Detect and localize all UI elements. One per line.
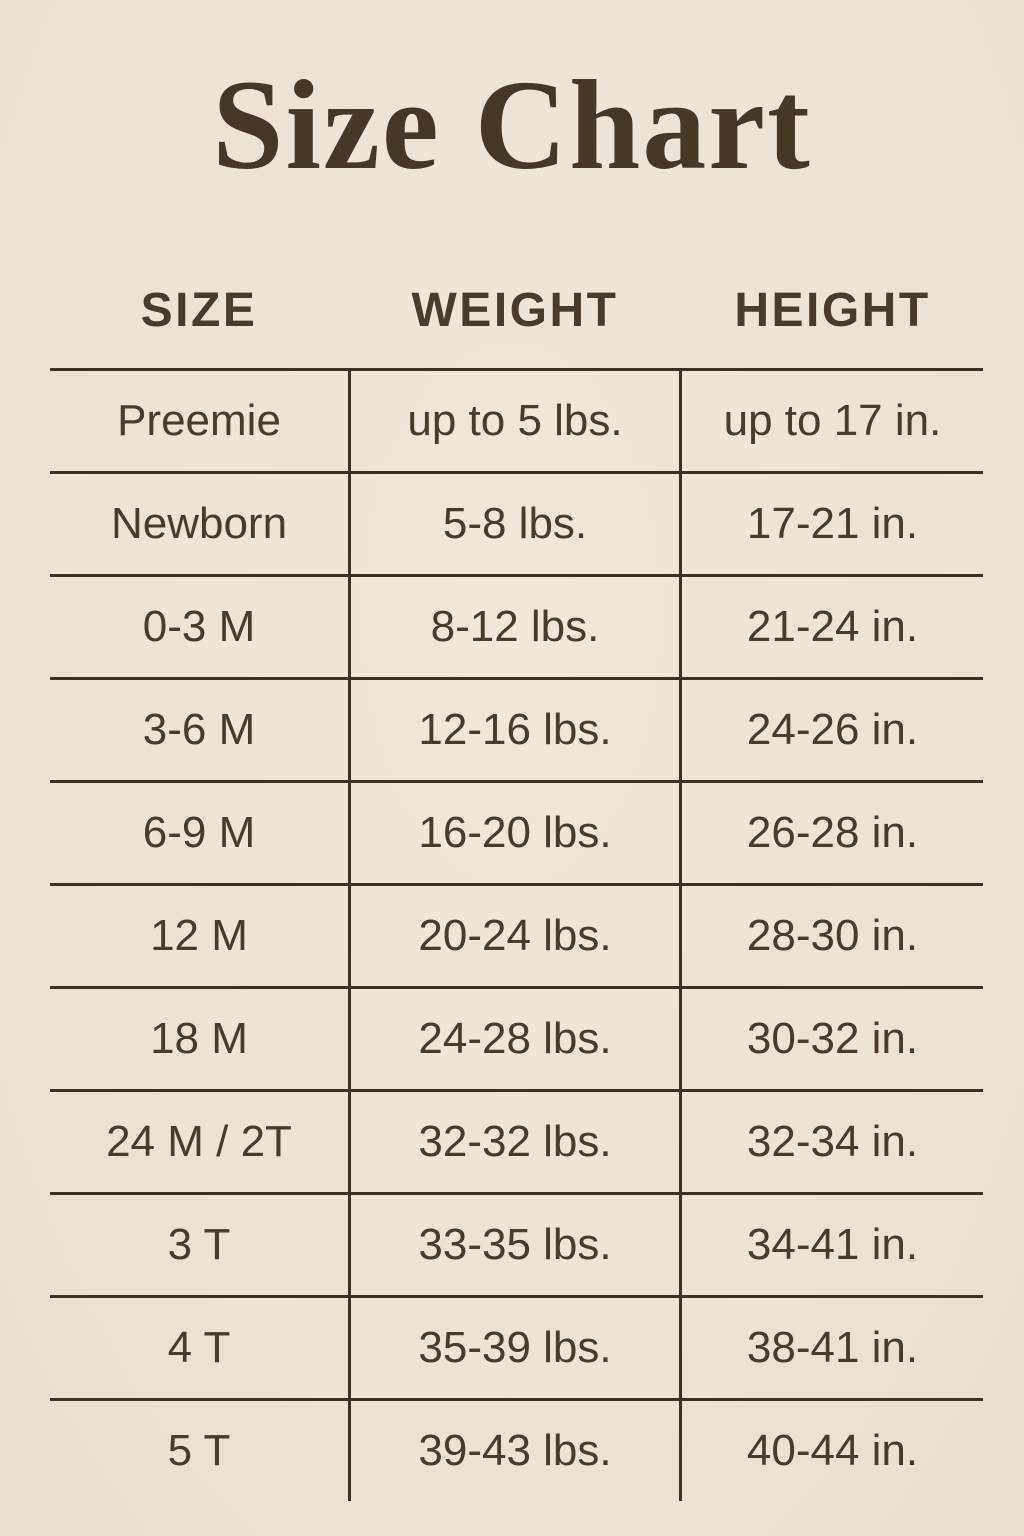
size-cell: 12 M xyxy=(150,911,248,960)
size-cell: 4 T xyxy=(167,1323,231,1372)
table-row: 4 T 35-39 lbs. 38-41 in. xyxy=(50,1295,983,1398)
height-cell: 21-24 in. xyxy=(746,602,919,651)
table-row: 12 M 20-24 lbs. 28-30 in. xyxy=(50,883,983,986)
weight-cell: 24-28 lbs. xyxy=(348,989,682,1089)
size-cell: Preemie xyxy=(117,396,281,445)
table-body: Preemie up to 5 lbs. up to 17 in. Newborn 5-… xyxy=(50,368,983,1501)
size-cell: Newborn xyxy=(110,499,288,548)
weight-cell: 8-12 lbs. xyxy=(348,577,682,677)
size-cell: 5 T xyxy=(167,1426,231,1475)
size-cell: 24 M / 2T xyxy=(106,1117,292,1166)
weight-cell: up to 5 lbs. xyxy=(348,371,682,471)
weight-cell: 16-20 lbs. xyxy=(348,783,682,883)
weight-cell: 5-8 lbs. xyxy=(348,474,682,574)
weight-cell: 32-32 lbs. xyxy=(348,1092,682,1192)
size-cell: 6-9 M xyxy=(142,808,256,857)
height-cell: 30-32 in. xyxy=(746,1014,919,1063)
height-cell: 38-41 in. xyxy=(746,1323,919,1372)
table-row: Newborn 5-8 lbs. 17-21 in. xyxy=(50,471,983,574)
height-cell: 40-44 in. xyxy=(746,1426,919,1475)
height-cell: 26-28 in. xyxy=(746,808,919,857)
weight-cell: 33-35 lbs. xyxy=(348,1195,682,1295)
table-row: 24 M / 2T 32-32 lbs. 32-34 in. xyxy=(50,1089,983,1192)
table-row: 3-6 M 12-16 lbs. 24-26 in. xyxy=(50,677,983,780)
height-cell: 24-26 in. xyxy=(746,705,919,754)
height-cell: 28-30 in. xyxy=(746,911,919,960)
height-cell: 34-41 in. xyxy=(746,1220,919,1269)
weight-cell: 35-39 lbs. xyxy=(348,1298,682,1398)
height-cell: 17-21 in. xyxy=(746,499,919,548)
weight-cell: 39-43 lbs. xyxy=(348,1401,682,1501)
table-row: 6-9 M 16-20 lbs. 26-28 in. xyxy=(50,780,983,883)
size-cell: 3 T xyxy=(167,1220,231,1269)
table-header-row: SIZE WEIGHT HEIGHT xyxy=(50,252,983,368)
header-size: SIZE xyxy=(140,283,258,337)
table-row: 5 T 39-43 lbs. 40-44 in. xyxy=(50,1398,983,1501)
table-row: 18 M 24-28 lbs. 30-32 in. xyxy=(50,986,983,1089)
height-cell: up to 17 in. xyxy=(723,396,942,445)
header-height: HEIGHT xyxy=(734,283,931,337)
weight-cell: 20-24 lbs. xyxy=(348,886,682,986)
size-cell: 0-3 M xyxy=(142,602,256,651)
table-row: Preemie up to 5 lbs. up to 17 in. xyxy=(50,371,983,471)
weight-cell: 12-16 lbs. xyxy=(348,680,682,780)
height-cell: 32-34 in. xyxy=(746,1117,919,1166)
table-row: 0-3 M 8-12 lbs. 21-24 in. xyxy=(50,574,983,677)
table-row: 3 T 33-35 lbs. 34-41 in. xyxy=(50,1192,983,1295)
size-cell: 18 M xyxy=(150,1014,248,1063)
size-cell: 3-6 M xyxy=(142,705,256,754)
header-weight: WEIGHT xyxy=(411,283,619,337)
page-title: Size Chart xyxy=(212,54,812,196)
